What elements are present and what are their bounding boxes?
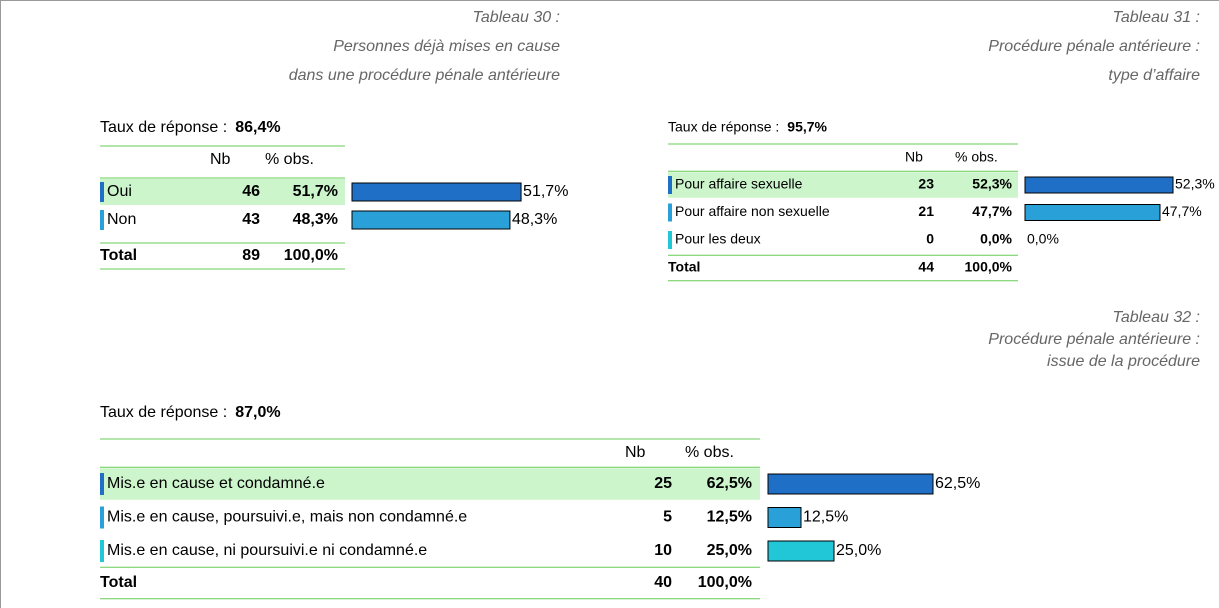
row-highlight bbox=[668, 172, 1018, 198]
row-highlight bbox=[100, 179, 345, 205]
table-title: Tableau 30 : bbox=[473, 9, 560, 26]
row-highlight bbox=[100, 468, 760, 500]
row-pct: 51,7% bbox=[293, 183, 338, 200]
row-marker bbox=[668, 203, 672, 222]
column-header: Nb bbox=[905, 149, 923, 165]
row-nb: 5 bbox=[663, 509, 672, 526]
row-marker bbox=[100, 210, 104, 230]
bar-label: 48,3% bbox=[512, 211, 557, 228]
row-nb: 25 bbox=[654, 475, 672, 492]
table-title: Procédure pénale antérieure : bbox=[988, 38, 1200, 55]
row-marker bbox=[668, 231, 672, 249]
row-marker bbox=[100, 473, 104, 495]
row-label: Mis.e en cause, ni poursuivi.e ni condam… bbox=[107, 542, 427, 559]
row-marker bbox=[668, 176, 672, 194]
row-label: Pour les deux bbox=[675, 231, 761, 247]
column-header: % obs. bbox=[685, 444, 734, 461]
row-label: Mis.e en cause, poursuivi.e, mais non co… bbox=[107, 509, 467, 526]
total-pct: 100,0% bbox=[965, 259, 1013, 275]
row-nb: 43 bbox=[242, 211, 260, 228]
total-nb: 44 bbox=[918, 259, 934, 275]
bar bbox=[1024, 176, 1174, 194]
bar bbox=[351, 210, 511, 230]
column-header: Nb bbox=[625, 444, 646, 461]
response-rate: 95,7% bbox=[787, 119, 827, 135]
bar bbox=[767, 507, 802, 528]
table-title: Tableau 32 : bbox=[1113, 309, 1200, 326]
row-pct: 52,3% bbox=[972, 176, 1012, 192]
row-nb: 10 bbox=[654, 542, 672, 559]
bar-label: 25,0% bbox=[836, 542, 881, 559]
row-nb: 0 bbox=[926, 231, 934, 247]
row-marker bbox=[100, 182, 104, 202]
row-marker bbox=[100, 540, 104, 562]
response-label: Taux de réponse : bbox=[100, 119, 227, 136]
bar bbox=[351, 182, 522, 202]
bar bbox=[767, 540, 835, 562]
row-pct: 48,3% bbox=[293, 211, 338, 228]
total-nb: 40 bbox=[654, 574, 672, 591]
table-title: type d’affaire bbox=[1108, 67, 1200, 84]
row-label: Mis.e en cause et condamné.e bbox=[107, 475, 325, 492]
response-rate: 86,4% bbox=[235, 119, 280, 136]
bar bbox=[767, 473, 934, 495]
row-marker bbox=[100, 506, 104, 529]
response-label: Taux de réponse : bbox=[100, 404, 227, 421]
row-pct: 0,0% bbox=[980, 231, 1012, 247]
row-pct: 12,5% bbox=[707, 509, 752, 526]
row-nb: 46 bbox=[242, 183, 260, 200]
row-nb: 23 bbox=[918, 176, 934, 192]
total-pct: 100,0% bbox=[284, 247, 338, 264]
row-nb: 21 bbox=[918, 203, 934, 219]
response-label: Taux de réponse : bbox=[668, 119, 779, 135]
row-label: Non bbox=[107, 211, 136, 228]
table-title: dans une procédure pénale antérieure bbox=[289, 67, 560, 84]
bar-label: 47,7% bbox=[1162, 203, 1202, 219]
bar-label: 0,0% bbox=[1027, 231, 1059, 247]
row-label: Pour affaire non sexuelle bbox=[675, 203, 830, 219]
bar-label: 12,5% bbox=[803, 509, 848, 526]
bar-label: 52,3% bbox=[1175, 176, 1215, 192]
row-label: Pour affaire sexuelle bbox=[675, 176, 803, 192]
bar bbox=[1024, 204, 1161, 221]
row-label: Oui bbox=[107, 183, 132, 200]
table-title: Personnes déjà mises en cause bbox=[333, 38, 560, 55]
row-pct: 62,5% bbox=[707, 475, 752, 492]
total-label: Total bbox=[668, 259, 700, 275]
column-header: Nb bbox=[210, 151, 231, 168]
response-rate: 87,0% bbox=[235, 404, 280, 421]
bar-label: 51,7% bbox=[523, 183, 568, 200]
total-label: Total bbox=[100, 247, 137, 264]
table-title: issue de la procédure bbox=[1047, 353, 1200, 370]
column-header: % obs. bbox=[955, 149, 998, 165]
total-nb: 89 bbox=[242, 247, 260, 264]
total-pct: 100,0% bbox=[698, 574, 752, 591]
row-pct: 47,7% bbox=[972, 203, 1012, 219]
table-title: Tableau 31 : bbox=[1113, 9, 1200, 26]
table-title: Procédure pénale antérieure : bbox=[988, 331, 1200, 348]
column-header: % obs. bbox=[265, 151, 314, 168]
row-pct: 25,0% bbox=[707, 542, 752, 559]
total-label: Total bbox=[100, 574, 137, 591]
bar-label: 62,5% bbox=[935, 475, 980, 492]
